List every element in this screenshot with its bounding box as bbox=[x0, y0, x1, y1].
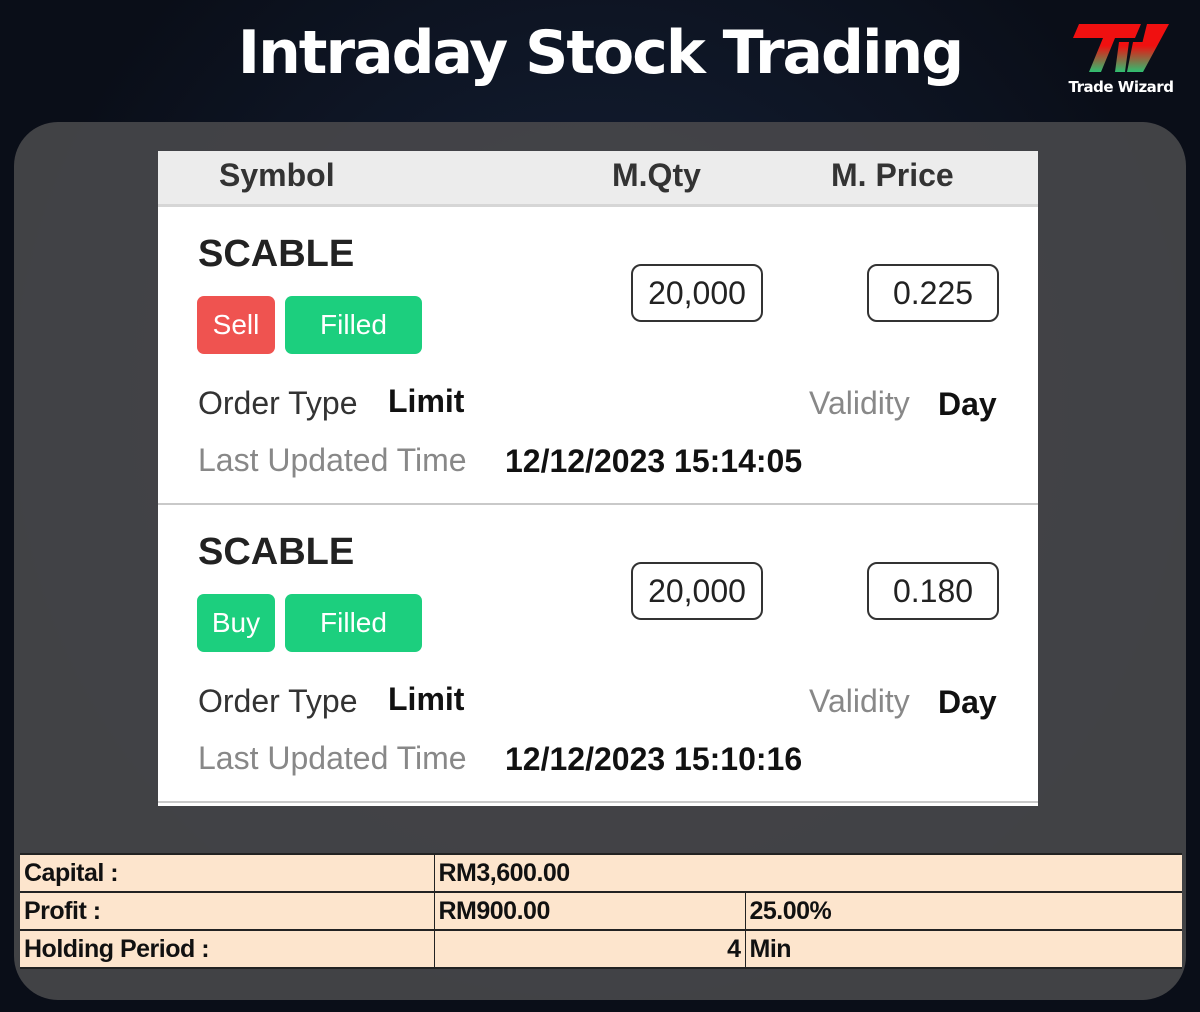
validity-value: Day bbox=[938, 684, 997, 720]
header-symbol: Symbol bbox=[219, 157, 335, 193]
holding-label: Holding Period : bbox=[20, 929, 435, 969]
validity-label: Validity bbox=[809, 385, 910, 421]
header-price: M. Price bbox=[831, 157, 954, 193]
validity-label: Validity bbox=[809, 683, 910, 719]
order-row[interactable]: SCABLE Buy Filled 20,000 0.180 Order Typ… bbox=[158, 505, 1038, 803]
order-type-label: Order Type bbox=[198, 683, 358, 719]
qty-field: 20,000 bbox=[631, 264, 763, 322]
order-row[interactable]: SCABLE Sell Filled 20,000 0.225 Order Ty… bbox=[158, 207, 1038, 505]
capital-row: Capital : RM3,600.00 bbox=[20, 853, 1182, 893]
holding-value: 4 bbox=[434, 929, 746, 969]
profit-percent: 25.00% bbox=[745, 891, 1182, 931]
profit-value: RM900.00 bbox=[434, 891, 746, 931]
side-badge: Sell bbox=[197, 296, 275, 354]
summary-table: Capital : RM3,600.00 Profit : RM900.00 2… bbox=[20, 853, 1182, 969]
trade-wizard-logo: Trade Wizard bbox=[1062, 22, 1180, 96]
order-symbol: SCABLE bbox=[198, 233, 355, 275]
holding-row: Holding Period : 4 Min bbox=[20, 929, 1182, 969]
order-type-value: Limit bbox=[388, 383, 465, 419]
capital-value: RM3,600.00 bbox=[434, 853, 1182, 893]
time-value: 12/12/2023 15:10:16 bbox=[505, 741, 803, 777]
order-type-value: Limit bbox=[388, 681, 465, 717]
order-symbol: SCABLE bbox=[198, 531, 355, 573]
header-qty: M.Qty bbox=[612, 157, 701, 193]
profit-label: Profit : bbox=[20, 891, 435, 931]
price-field: 0.180 bbox=[867, 562, 999, 620]
status-badge: Filled bbox=[285, 296, 422, 354]
time-value: 12/12/2023 15:14:05 bbox=[505, 443, 803, 479]
page-title: Intraday Stock Trading bbox=[237, 18, 964, 88]
validity-value: Day bbox=[938, 386, 997, 422]
time-label: Last Updated Time bbox=[198, 442, 467, 478]
profit-row: Profit : RM900.00 25.00% bbox=[20, 891, 1182, 931]
orders-card: Symbol M.Qty M. Price SCABLE Sell Filled… bbox=[158, 151, 1038, 806]
logo-text: Trade Wizard bbox=[1068, 78, 1174, 96]
holding-unit: Min bbox=[745, 929, 1182, 969]
price-field: 0.225 bbox=[867, 264, 999, 322]
order-type-label: Order Type bbox=[198, 385, 358, 421]
qty-field: 20,000 bbox=[631, 562, 763, 620]
tw-logo-icon bbox=[1073, 24, 1169, 72]
time-label: Last Updated Time bbox=[198, 740, 467, 776]
table-header: Symbol M.Qty M. Price bbox=[158, 151, 1038, 207]
capital-label: Capital : bbox=[20, 853, 435, 893]
status-badge: Filled bbox=[285, 594, 422, 652]
side-badge: Buy bbox=[197, 594, 275, 652]
